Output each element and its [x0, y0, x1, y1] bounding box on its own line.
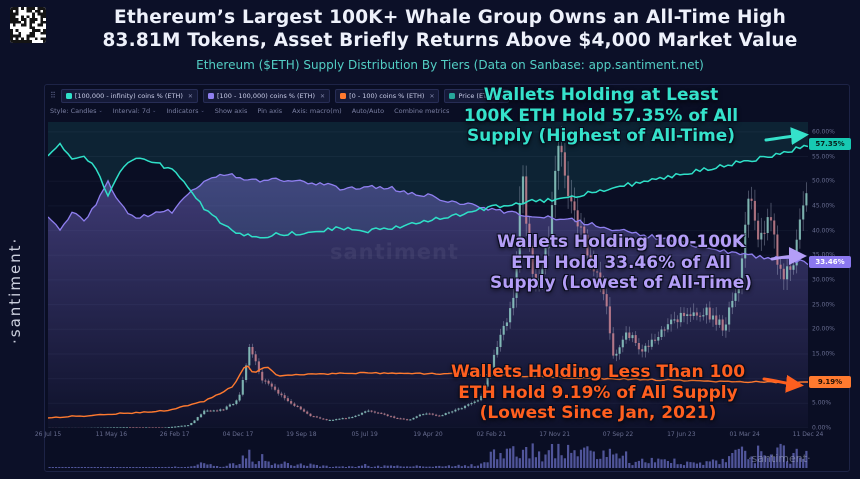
price-supply-chart[interactable] [48, 122, 808, 428]
volume-pane [48, 443, 808, 468]
chart-toolbar: Style: Candles ⌄ Interval: 7d ⌄ Indicators… [50, 107, 449, 115]
annotation-line: Supply (Highest of All-Time) [466, 126, 736, 147]
annotation-line: ETH Hold 9.19% of All Supply [458, 382, 738, 403]
y-axis-tick: 55.00% [812, 153, 835, 161]
annotation-line: ETH Hold 33.46% of All [511, 252, 731, 273]
legend-remove-icon[interactable]: ✕ [187, 92, 193, 100]
x-axis-tick: 07 Sep 22 [602, 431, 634, 438]
watermark-corner: ·santiment· [748, 452, 811, 465]
axis-autoscale-label[interactable]: Auto/Auto [351, 107, 385, 115]
x-axis-tick: 11 May 16 [95, 431, 128, 438]
x-axis-tick: 17 Nov 21 [539, 431, 571, 438]
x-axis-tick: 26 Jul 15 [34, 431, 62, 438]
legend-remove-icon[interactable]: ✕ [429, 92, 435, 100]
x-axis-tick: 05 Jul 19 [351, 431, 378, 438]
axis-badge-mid-pct: 33.46% [809, 255, 851, 268]
annotation-line: Supply (Lowest of All-Time) [490, 273, 752, 294]
y-axis-tick: 25.00% [812, 301, 835, 309]
legend-color-swatch [340, 93, 347, 99]
legend-label: [0 - 100) coins % (ETH) [349, 92, 425, 100]
legend-row: ⠿ [100,000 - infinity) coins % (ETH) ✕ [… [50, 89, 510, 103]
x-axis-tick: 01 Mar 24 [729, 431, 760, 438]
legend-color-swatch [207, 93, 214, 99]
annotation-whales: Wallets Holding at Least 100K ETH Hold 5… [436, 85, 766, 147]
x-axis-tick: 04 Dec 17 [222, 431, 254, 438]
y-axis-tick: 30.00% [812, 276, 835, 284]
x-axis-tick: 02 Feb 21 [476, 431, 507, 438]
legend-item-retail-tier[interactable]: [0 - 100) coins % (ETH) ✕ [335, 89, 440, 103]
arrow-icon-teal [764, 127, 809, 146]
arrow-icon-purple [770, 247, 807, 266]
y-axis-tick: 35.00% [812, 252, 835, 259]
headline-line1: Ethereum’s Largest 100K+ Whale Group Own… [114, 7, 786, 28]
annotation-line: Wallets Holding 100-100K [496, 232, 746, 252]
x-axis-tick: 11 Dec 24 [792, 431, 824, 438]
legend-remove-icon[interactable]: ✕ [499, 92, 505, 100]
annotation-line: Wallets Holding at Least [483, 85, 719, 105]
legend-label: Price (ETH) [458, 92, 495, 100]
show-axis-toggle[interactable]: Show axis [214, 107, 248, 115]
y-axis-tick: 50.00% [812, 177, 835, 185]
axis-badge-whale-pct: 57.35% [809, 137, 851, 150]
arrow-icon-orange [762, 374, 804, 393]
axis-mode-label[interactable]: Axis: macro(m) [292, 107, 342, 115]
y-axis-tick: 5.00% [812, 399, 832, 407]
watermark-center: santiment [330, 240, 459, 264]
legend-remove-icon[interactable]: ✕ [320, 92, 326, 100]
x-axis-tick: 19 Sep 18 [286, 431, 317, 438]
y-axis-tick: 40.00% [812, 227, 835, 235]
x-axis-tick: 26 Feb 17 [159, 431, 190, 438]
pin-axis-toggle[interactable]: Pin axis [257, 107, 283, 115]
chevron-down-icon: ⌄ [200, 108, 205, 114]
x-axis-tick: 17 Jun 23 [667, 431, 696, 438]
drag-handle-icon[interactable]: ⠿ [50, 91, 56, 100]
x-axis-tick: 19 Apr 20 [413, 431, 443, 438]
legend-color-swatch [449, 93, 456, 99]
indicators-button[interactable]: Indicators ⌄ [166, 107, 205, 115]
annotation-line: Wallets Holding Less Than 100 [450, 362, 746, 382]
combine-metrics-toggle[interactable]: Combine metrics [394, 107, 450, 115]
legend-label: [100,000 - infinity) coins % (ETH) [74, 92, 183, 100]
brand-vertical: ·santiment· [6, 236, 24, 344]
annotation-mid-tier: Wallets Holding 100-100K ETH Hold 33.46%… [470, 232, 772, 294]
annotation-line: 100K ETH Hold 57.35% of All [463, 105, 739, 126]
qr-code [10, 7, 46, 43]
y-axis-tick: 15.00% [812, 350, 835, 358]
chart-subtitle: Ethereum ($ETH) Supply Distribution By T… [196, 58, 704, 72]
chevron-down-icon: ⌄ [152, 108, 157, 114]
y-axis-tick: 45.00% [812, 202, 835, 210]
headline-line2: 83.81M Tokens, Asset Briefly Returns Abo… [102, 30, 798, 51]
interval-selector[interactable]: Interval: 7d ⌄ [112, 107, 157, 115]
legend-item-mid-tier[interactable]: [100 - 100,000) coins % (ETH) ✕ [202, 89, 331, 103]
legend-color-swatch [65, 93, 72, 99]
annotation-retail: Wallets Holding Less Than 100 ETH Hold 9… [420, 362, 776, 424]
y-axis-tick: 60.00% [812, 128, 835, 136]
y-axis-tick: 0.00% [812, 424, 832, 432]
legend-item-price[interactable]: Price (ETH) ✕ [444, 89, 510, 103]
axis-badge-retail-pct: 9.19% [809, 375, 851, 388]
y-axis-tick: 20.00% [812, 325, 835, 333]
chevron-down-icon: ⌄ [98, 108, 103, 114]
annotation-line: (Lowest Since Jan, 2021) [479, 403, 717, 424]
legend-label: [100 - 100,000) coins % (ETH) [216, 92, 316, 100]
legend-item-whale-tier[interactable]: [100,000 - infinity) coins % (ETH) ✕ [60, 89, 198, 103]
style-selector[interactable]: Style: Candles ⌄ [50, 107, 103, 115]
